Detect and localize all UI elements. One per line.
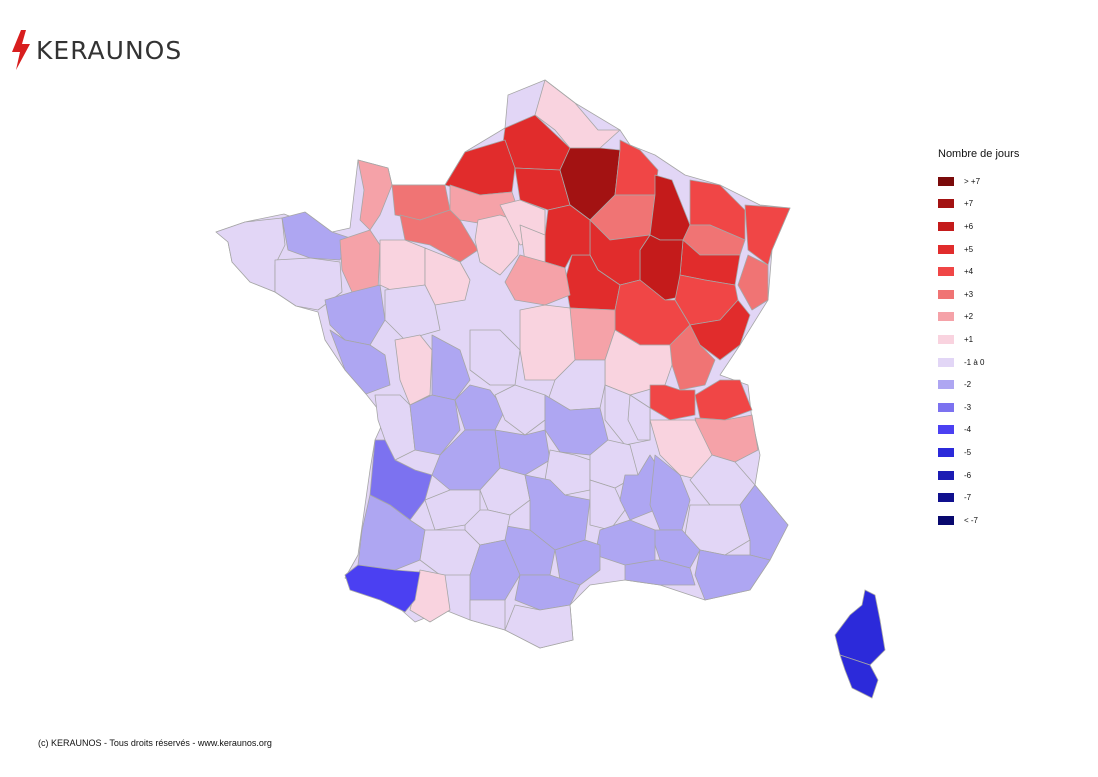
legend-swatch (938, 289, 954, 299)
legend-label: -5 (964, 447, 972, 457)
legend-item: +3 (938, 283, 1019, 306)
dept-haut-rhin (737, 254, 769, 311)
legend-item: -2 (938, 373, 1019, 396)
legend-item: +7 (938, 193, 1019, 216)
dept-ariege (469, 599, 506, 631)
legend-item: -6 (938, 464, 1019, 487)
dept-loire-atlantique (324, 284, 386, 346)
legend-swatch (938, 312, 954, 322)
legend-label: -7 (964, 493, 972, 503)
legend-item: -5 (938, 441, 1019, 464)
legend-swatch (938, 176, 954, 186)
legend-label: +6 (964, 221, 974, 231)
legend: Nombre de jours > +7 +7 +6 +5 +4 +3 +2 +1 -1 à 0… (938, 148, 1019, 532)
dept-manche (357, 159, 393, 231)
legend-items: > +7 +7 +6 +5 +4 +3 +2 +1 -1 à 0 -2 -3 -4 -5 -6 -7 < -7 (938, 170, 1019, 532)
legend-label: -6 (964, 470, 972, 480)
dept-ardennes (614, 139, 659, 196)
dept-vendee (329, 329, 391, 395)
dept-corse-du-sud (839, 654, 879, 699)
legend-label: +5 (964, 244, 974, 254)
legend-item: +1 (938, 328, 1019, 351)
legend-label: +2 (964, 312, 974, 322)
legend-label: +1 (964, 334, 974, 344)
legend-swatch (938, 515, 954, 525)
dept-ain (649, 384, 696, 421)
legend-label: +3 (964, 289, 974, 299)
legend-item: +4 (938, 260, 1019, 283)
legend-swatch (938, 221, 954, 231)
dept-bas-rhin (744, 204, 791, 266)
legend-swatch (938, 380, 954, 390)
legend-swatch (938, 493, 954, 503)
dept-charente (409, 394, 461, 456)
dept-var (694, 549, 771, 601)
dept-eure-et-loir (474, 214, 521, 276)
lightning-bolt-icon (12, 30, 30, 70)
copyright-text: (c) KERAUNOS - Tous droits réservés - ww… (38, 738, 272, 748)
legend-item: -3 (938, 396, 1019, 419)
legend-label: -3 (964, 402, 972, 412)
legend-swatch (938, 470, 954, 480)
dept-maine-et-loire (384, 284, 441, 341)
legend-swatch (938, 425, 954, 435)
legend-label: +7 (964, 199, 974, 209)
legend-item: -4 (938, 419, 1019, 442)
legend-item: -1 à 0 (938, 351, 1019, 374)
dept-vaucluse (649, 529, 701, 569)
dept-vienne (431, 334, 471, 401)
dept-pyrenees-atlantiques (344, 564, 421, 613)
dept-lozere (589, 479, 626, 531)
legend-swatch (938, 357, 954, 367)
legend-label: > +7 (964, 176, 981, 186)
dept-deux-sevres (394, 334, 433, 406)
brand-name: KERAUNOS (36, 35, 183, 65)
legend-swatch (938, 199, 954, 209)
legend-swatch (938, 244, 954, 254)
legend-item: > +7 (938, 170, 1019, 193)
legend-item: +6 (938, 215, 1019, 238)
corsica (834, 589, 886, 699)
dept-jura (669, 324, 716, 391)
legend-label: -4 (964, 425, 972, 435)
legend-item: -7 (938, 486, 1019, 509)
legend-title: Nombre de jours (938, 148, 1020, 160)
legend-swatch (938, 402, 954, 412)
legend-label: +4 (964, 267, 974, 277)
dept-charente-maritime (374, 394, 416, 461)
dept-loiret (504, 254, 571, 306)
legend-item: +5 (938, 238, 1019, 261)
dept-haute-corse (834, 589, 886, 666)
legend-label: -1 à 0 (964, 357, 985, 367)
legend-label: < -7 (964, 515, 979, 525)
legend-swatch (938, 267, 954, 277)
dept-bouches-du-rhone (624, 559, 696, 586)
keraunos-logo: KERAUNOS (10, 30, 182, 70)
legend-swatch (938, 334, 954, 344)
legend-item: +2 (938, 306, 1019, 329)
dept-pyrenees-orientales (504, 604, 574, 649)
legend-label: -2 (964, 380, 972, 390)
legend-item: < -7 (938, 509, 1019, 532)
dept-mayenne (379, 239, 426, 293)
legend-swatch (938, 447, 954, 457)
dept-rhone (627, 394, 651, 441)
